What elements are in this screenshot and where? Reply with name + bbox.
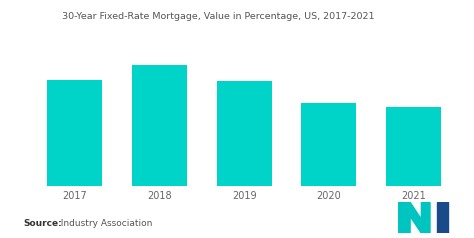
Polygon shape (437, 202, 448, 233)
Polygon shape (398, 202, 430, 233)
Text: 30-Year Fixed-Rate Mortgage, Value in Percentage, US, 2017-2021: 30-Year Fixed-Rate Mortgage, Value in Pe… (62, 12, 374, 21)
Bar (47, 80, 102, 186)
Bar (301, 103, 356, 186)
Bar (217, 81, 272, 186)
Bar (386, 107, 441, 186)
Bar (132, 65, 187, 186)
Text: Industry Association: Industry Association (55, 219, 152, 228)
Text: Source:: Source: (24, 219, 63, 228)
